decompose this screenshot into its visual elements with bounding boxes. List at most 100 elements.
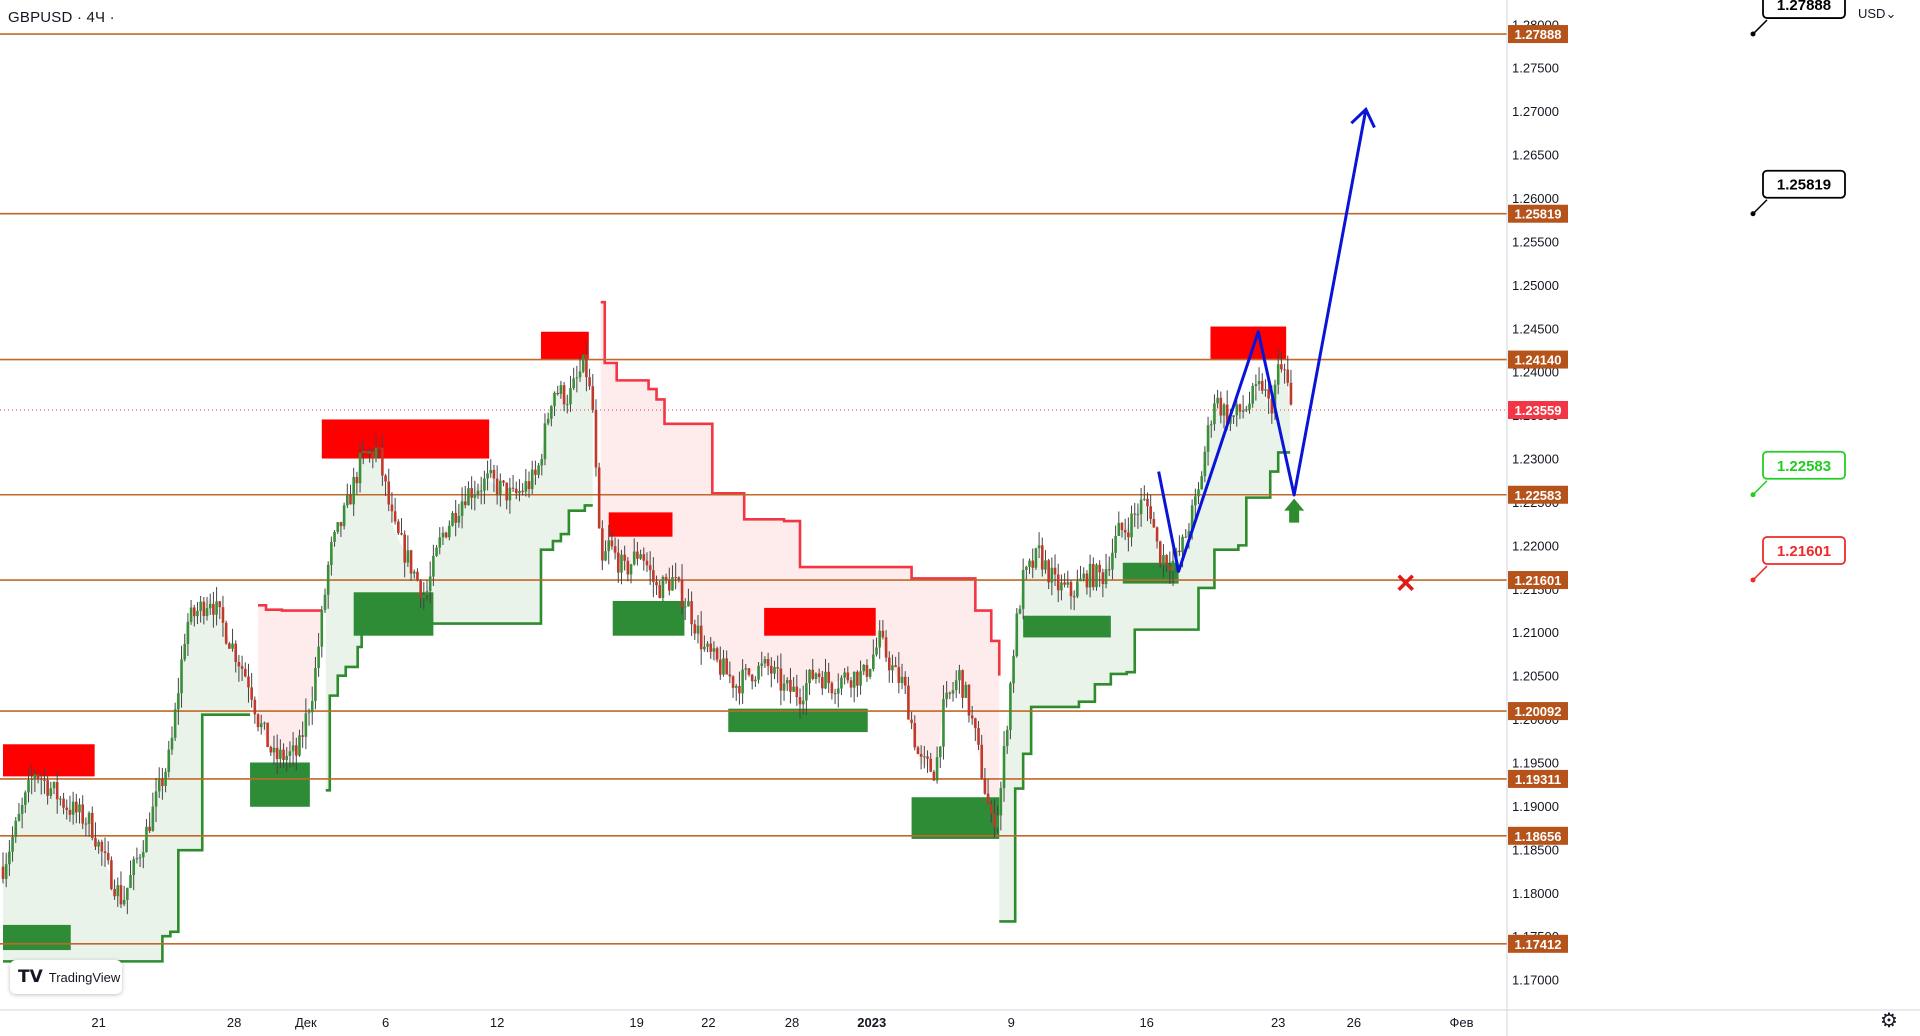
candle-body — [43, 779, 46, 781]
candle-body — [208, 603, 212, 609]
candle-body — [1133, 513, 1137, 515]
candle-body — [989, 804, 993, 814]
price-tick-label: 1.18500 — [1512, 842, 1559, 857]
candle-body — [703, 646, 706, 650]
currency-button[interactable]: USD⌄ — [1858, 6, 1896, 22]
candle-body — [916, 747, 920, 754]
candle-body — [1197, 489, 1200, 497]
candle-body — [572, 378, 575, 389]
candle-body — [1168, 565, 1172, 571]
candle-body — [1130, 513, 1133, 538]
candle-body — [393, 511, 397, 522]
price-tick-label: 1.27500 — [1512, 61, 1559, 76]
candle-body — [913, 723, 917, 748]
gear-icon[interactable]: ⚙ — [1880, 1010, 1898, 1032]
time-tick-label: 16 — [1139, 1015, 1153, 1030]
tradingview-name: TradingView — [48, 969, 121, 985]
candle-body — [90, 812, 94, 838]
callout-pointer — [1752, 199, 1768, 215]
candle-body — [1152, 518, 1156, 528]
candle-body — [954, 680, 958, 691]
candle-body — [801, 700, 805, 705]
candle-body — [196, 610, 199, 617]
candle-body — [505, 482, 509, 501]
candle-body — [578, 371, 582, 378]
candle-body — [218, 601, 222, 608]
candle-body — [865, 664, 869, 677]
candle-body — [11, 837, 14, 852]
candle-body — [1235, 404, 1239, 416]
candle-body — [508, 487, 512, 501]
candle-body — [591, 386, 595, 410]
candle-body — [132, 859, 136, 875]
candle-body — [639, 554, 642, 559]
candle-body — [167, 749, 171, 772]
candle-body — [301, 735, 304, 737]
candle-body — [65, 807, 69, 810]
level-axis-tag-text: 1.19311 — [1515, 772, 1561, 787]
candle-body — [24, 792, 27, 805]
candle-body — [785, 679, 789, 684]
price-tick-label: 1.21000 — [1512, 625, 1559, 640]
candle-body — [744, 668, 748, 670]
candle-body — [1225, 404, 1229, 424]
candle-body — [1257, 380, 1261, 385]
candle-body — [645, 560, 649, 566]
candle-body — [138, 857, 142, 859]
candle-body — [84, 823, 88, 825]
candle-body — [817, 673, 821, 678]
candle-body — [1216, 397, 1219, 404]
candle-body — [33, 774, 37, 779]
candle-body — [779, 668, 783, 691]
candle-body — [565, 404, 569, 406]
candle-body — [1025, 566, 1028, 570]
candle-body — [811, 669, 815, 679]
level-axis-tag — [1508, 350, 1568, 369]
candle-body — [135, 858, 139, 860]
candle-body — [514, 488, 518, 494]
candle-body — [285, 755, 289, 761]
currency-label: USD — [1858, 6, 1886, 21]
candle-body — [243, 668, 247, 677]
candle-body — [256, 714, 260, 728]
candle-body — [1206, 425, 1210, 452]
candle-body — [374, 447, 378, 459]
candle-body — [435, 547, 438, 556]
tradingview-badge[interactable]: TV TradingView — [10, 960, 122, 994]
level-axis-tag — [1508, 204, 1568, 223]
candle-body — [27, 779, 30, 793]
candle-body — [540, 459, 544, 466]
time-tick-label: 22 — [701, 1015, 715, 1030]
candle-body — [412, 571, 416, 574]
callout-anchor — [1750, 577, 1756, 583]
time-axis[interactable]: 21 28 Дек 6 12 19 22 28 2023 9 16 23 26 Фев — [0, 1009, 1920, 1030]
candle-body — [999, 788, 1003, 816]
candle-body — [428, 576, 432, 592]
candle-body — [358, 452, 362, 484]
candle-body — [228, 643, 231, 649]
candle-body — [269, 747, 273, 753]
candle-body — [1146, 498, 1149, 507]
demand-zone — [1023, 615, 1111, 638]
support-trend-line — [999, 451, 1291, 923]
candle-body — [518, 490, 521, 494]
candle-body — [951, 690, 955, 694]
level-axis-tag — [1508, 571, 1568, 590]
price-axis[interactable]: 1.280001.275001.270001.265001.260001.255… — [1506, 0, 1568, 1036]
time-tick-label: 19 — [629, 1015, 643, 1030]
candle-body — [983, 778, 987, 794]
price-tick-label: 1.19500 — [1512, 755, 1559, 770]
candle-body — [49, 788, 53, 796]
candle-body — [770, 665, 773, 674]
candle-body — [502, 480, 505, 483]
trend-band-fill — [999, 371, 1291, 922]
candle-body — [696, 625, 700, 634]
candle-body — [470, 488, 473, 498]
candle-body — [403, 534, 406, 563]
candle-body — [521, 490, 524, 492]
candle-body — [317, 646, 320, 669]
candle-body — [36, 774, 40, 779]
candle-body — [1260, 380, 1264, 391]
candle-body — [1155, 527, 1159, 542]
